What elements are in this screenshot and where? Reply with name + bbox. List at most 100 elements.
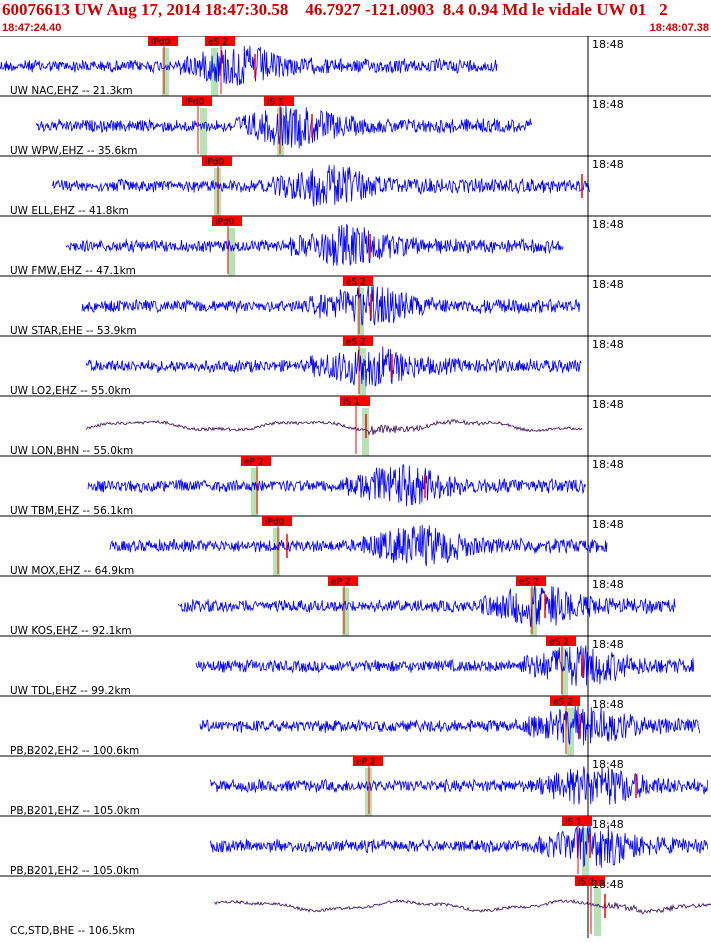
pick-label: iPd0	[205, 158, 225, 168]
window-start-time: 18:47:24.40	[2, 22, 62, 34]
trace-row[interactable]: eP 2 18:48 PB,B201,EHZ -- 105.0km	[0, 755, 711, 817]
trace-row[interactable]: iPd0 18:48 UW MOX,EHZ -- 64.9km	[0, 515, 711, 577]
pick-band	[251, 468, 258, 516]
waveform-trace	[35, 104, 532, 149]
time-marker-label: 18:48	[592, 398, 624, 411]
station-label-bg	[8, 444, 136, 456]
station-label: CC,STD,BHE -- 106.5km	[10, 925, 135, 937]
pick-band	[273, 528, 280, 576]
pick-band	[357, 288, 364, 336]
station-label-bg	[8, 504, 136, 516]
time-marker-label: 18:48	[592, 158, 624, 171]
pick-label-box	[343, 276, 373, 286]
pick-label-box	[262, 516, 292, 526]
waveform-trace	[52, 164, 590, 207]
trace-row[interactable]: eS 2 18:48 UW STAR,EHE -- 53.9km	[0, 275, 711, 337]
pick-band	[228, 228, 235, 276]
pick-band	[200, 108, 207, 156]
pick-band	[594, 888, 601, 936]
pick-label-box	[340, 396, 370, 406]
trace-row[interactable]: iS 1 18:48 PB,B201,EH2 -- 105.0km	[0, 815, 711, 877]
station-label-bg	[8, 564, 136, 576]
trace-row[interactable]: iS 118:48 CC,STD,BHE -- 106.5km	[0, 875, 711, 937]
pick-band	[342, 588, 349, 636]
pick-label-box	[212, 216, 242, 226]
station-label-bg	[8, 204, 136, 216]
waveform-trace	[213, 898, 711, 915]
waveform-trace	[109, 524, 608, 567]
pick-label: iPd0	[215, 218, 235, 228]
pick-label-box	[264, 96, 294, 106]
trace-row[interactable]: eP 2 18:48 UW TBM,EHZ -- 56.1km	[0, 455, 711, 517]
pick-label: iS 1	[343, 398, 360, 408]
station-label: PB,B201,EH2 -- 105.0km	[10, 865, 139, 877]
station-label-bg	[8, 84, 136, 96]
waveform-trace	[65, 223, 564, 267]
time-marker-label: 18:48	[592, 638, 624, 651]
station-label: UW LON,BHN -- 55.0km	[10, 445, 133, 457]
trace-row[interactable]: eS 2 18:48 UW LO2,EHZ -- 55.0km	[0, 335, 711, 397]
window-end-time: 18:48:07.38	[649, 22, 709, 34]
seismogram-panel[interactable]: iPd0 eS 2 18:48 UW NAC,EHZ -- 21.3km iPd0 iS …	[0, 35, 711, 938]
event-title: 60076613 UW Aug 17, 2014 18:47:30.58 46.…	[2, 0, 668, 19]
time-marker-label: 18:48	[592, 518, 624, 531]
station-label: PB,B201,EHZ -- 105.0km	[10, 805, 140, 817]
time-marker-label: 18:48	[592, 218, 624, 231]
pick-label: eS 2	[208, 38, 228, 48]
pick-label: eP 2	[244, 458, 264, 468]
trace-row[interactable]: iPd0 iS 1 18:48 UW WPW,EHZ -- 35.6km	[0, 95, 711, 157]
waveform-trace	[0, 45, 498, 86]
trace-row[interactable]: eS 2 18:48 PB,B202,EH2 -- 100.6km	[0, 695, 711, 757]
station-label-bg	[8, 384, 136, 396]
pick-label: iS 1	[267, 98, 284, 108]
pick-label-box	[575, 876, 605, 886]
station-label-bg	[8, 924, 143, 936]
time-marker-label: 18:48	[592, 878, 624, 891]
pick-band	[530, 588, 537, 636]
pick-label-box	[343, 336, 373, 346]
waveform-trace	[177, 585, 676, 628]
station-label: UW KOS,EHZ -- 92.1km	[10, 625, 132, 637]
pick-label: eS 2	[549, 638, 569, 648]
waveform-trace	[209, 766, 709, 805]
pick-band	[162, 48, 169, 96]
pick-label: eS 2	[553, 698, 573, 708]
seismogram-svg[interactable]: iPd0 eS 2 18:48 UW NAC,EHZ -- 21.3km iPd0 iS …	[0, 35, 711, 938]
trace-row[interactable]: iPd0 18:48 UW FMW,EHZ -- 47.1km	[0, 215, 711, 277]
trace-row[interactable]: eS 2 18:48 UW TDL,EHZ -- 99.2km	[0, 635, 711, 697]
pick-band	[582, 828, 589, 876]
time-marker-label: 18:48	[592, 818, 624, 831]
pick-label-box	[202, 156, 232, 166]
station-label: UW TBM,EHZ -- 56.1km	[10, 505, 133, 517]
pick-label-box	[148, 36, 178, 46]
time-marker-label: 18:48	[592, 338, 624, 351]
pick-label-box	[546, 636, 576, 646]
pick-label: iPd0	[185, 98, 205, 108]
pick-label: iS 1	[565, 818, 582, 828]
pick-label: eS 2	[346, 338, 366, 348]
trace-row[interactable]: eP 2 eS 2 18:48 UW KOS,EHZ -- 92.1km	[0, 575, 711, 637]
waveform-trace	[81, 285, 581, 326]
pick-label: iPd0	[151, 38, 171, 48]
pick-label-box	[205, 36, 235, 46]
waveform-trace	[199, 704, 701, 746]
time-marker-label: 18:48	[592, 38, 624, 51]
pick-label: iS 1	[578, 878, 595, 888]
pick-label-box	[562, 816, 592, 826]
station-label: PB,B202,EH2 -- 100.6km	[10, 745, 139, 757]
trace-row[interactable]: iS 1 18:48 UW LON,BHN -- 55.0km	[0, 395, 711, 457]
pick-label-box	[353, 756, 383, 766]
trace-row[interactable]: iPd0 18:48 UW ELL,EHZ -- 41.8km	[0, 155, 711, 217]
time-marker-label: 18:48	[592, 458, 624, 471]
pick-label-box	[182, 96, 212, 106]
station-label-bg	[8, 144, 136, 156]
time-marker-label: 18:48	[592, 758, 624, 771]
waveform-trace	[87, 464, 587, 507]
trace-row[interactable]: iPd0 eS 2 18:48 UW NAC,EHZ -- 21.3km	[0, 35, 711, 97]
pick-label: iPd0	[265, 518, 285, 528]
waveform-trace	[195, 645, 695, 687]
station-label: UW NAC,EHZ -- 21.3km	[10, 85, 133, 97]
pick-band	[561, 648, 568, 696]
station-label-bg	[8, 864, 149, 876]
station-label-bg	[8, 744, 149, 756]
